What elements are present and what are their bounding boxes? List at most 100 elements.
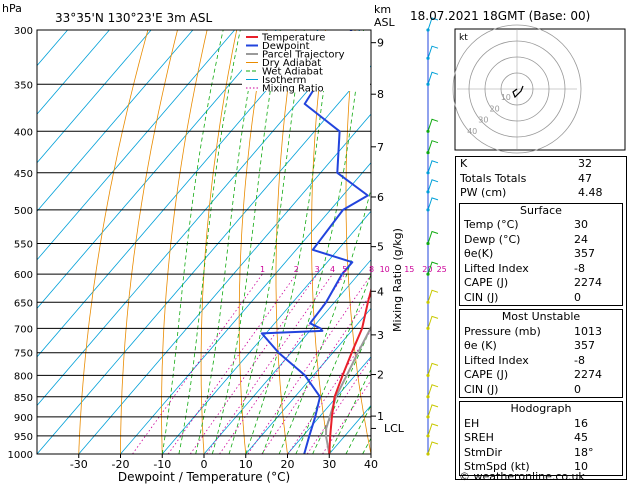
pw-label: PW (cm)	[460, 186, 506, 201]
pressure-tick-label: 350	[14, 80, 33, 91]
surface-li-row: Lifted Index-8	[460, 262, 622, 277]
km-tick-label: 5	[377, 241, 384, 254]
mu-li-row: Lifted Index -8	[460, 354, 622, 369]
surface-theta-value: 357	[574, 247, 618, 262]
mu-pressure-value: 1013	[574, 325, 618, 340]
surface-cin-label: CIN (J)	[464, 291, 498, 306]
wind-barb	[428, 385, 438, 397]
surface-temp-label: Temp (°C)	[464, 218, 519, 233]
km-tick-label: 4	[377, 285, 384, 298]
mu-li-value: -8	[574, 354, 618, 369]
x-tick-label: 40	[364, 458, 378, 471]
pressure-tick-label: 1000	[8, 450, 33, 461]
wind-barb	[428, 232, 438, 244]
dry-adiabat-line	[79, 30, 148, 454]
k-value: 32	[578, 157, 622, 172]
surface-theta-label: θe(K)	[464, 247, 493, 262]
mixing-ratio-label: 15	[404, 265, 414, 274]
mu-cin-row: CIN (J)0	[460, 383, 622, 398]
wind-barb	[428, 424, 438, 436]
surface-temp-value: 30	[574, 218, 618, 233]
mu-theta-row: θe (K) 357	[460, 339, 622, 354]
mixing-ratio-line	[323, 274, 442, 454]
stmdir-value: 18°	[574, 446, 618, 461]
surface-li-value: -8	[574, 262, 618, 277]
mixing-ratio-label: 2	[294, 265, 299, 274]
pressure-tick-label: 700	[14, 324, 33, 335]
location-title: 33°35'N 130°23'E 3m ASL	[55, 11, 212, 25]
mixing-ratio-line	[207, 274, 333, 454]
mu-pressure-row: Pressure (mb) 1013	[460, 325, 622, 340]
pw-row: PW (cm)4.48	[456, 186, 626, 201]
pressure-tick-label: 850	[14, 393, 33, 404]
mixing-ratio-label: 25	[437, 265, 447, 274]
hodograph-kt-label: kt	[459, 33, 468, 43]
km-tick-label: 3	[377, 329, 384, 342]
wet-adiabat-line	[162, 30, 223, 454]
tt-value: 47	[578, 172, 622, 187]
dry-adiabat-line	[412, 30, 455, 454]
surface-temp-row: Temp (°C) 30	[460, 218, 622, 233]
mu-theta-label: θe (K)	[464, 339, 497, 354]
footer-copyright: © weatheronline.co.uk	[459, 470, 585, 483]
surface-cape-row: CAPE (J)2274	[460, 276, 622, 291]
lcl-label: LCL	[384, 422, 405, 435]
wind-barb	[428, 405, 438, 417]
mixing-ratio-label: 4	[330, 265, 335, 274]
wind-barb	[428, 119, 438, 131]
mu-cape-value: 2274	[574, 368, 618, 383]
pressure-tick-label: 450	[14, 169, 33, 180]
mu-cape-row: CAPE (J)2274	[460, 368, 622, 383]
mixing-ratio-label: 10	[380, 265, 390, 274]
legend-label: Mixing Ratio	[262, 84, 324, 95]
surface-dewp-row: Dewp (°C)24	[460, 233, 622, 248]
pressure-tick-label: 300	[14, 26, 33, 37]
isobars	[37, 30, 376, 458]
surface-cin-row: CIN (J)0	[460, 291, 622, 306]
wind-barb	[428, 72, 438, 84]
km-tick-label: 7	[377, 141, 384, 154]
mixing-ratio-label: 5	[342, 265, 347, 274]
surface-cape-label: CAPE (J)	[464, 276, 508, 291]
tt-label: Totals Totals	[460, 172, 526, 187]
isotherm-line	[0, 30, 68, 454]
pressure-tick-label: 950	[14, 432, 33, 443]
wind-barb	[428, 180, 438, 192]
mixing-ratio-axis-label: Mixing Ratio (g/kg)	[391, 228, 404, 332]
dry-adiabat-line	[162, 30, 208, 454]
hpa-label: hPa	[2, 2, 22, 15]
eh-label: EH	[464, 417, 479, 432]
hodograph-ring-label: 30	[478, 116, 488, 125]
x-axis-label: Dewpoint / Temperature (°C)	[118, 470, 290, 484]
km-tick-label: 1	[377, 410, 384, 423]
mixing-ratio-label: 3	[315, 265, 320, 274]
eh-row: EH 16	[460, 417, 622, 432]
wind-barb	[428, 161, 438, 173]
mu-theta-value: 357	[574, 339, 618, 354]
pressure-tick-label: 800	[14, 371, 33, 382]
pressure-tick-label: 550	[14, 240, 33, 251]
pressure-tick-label: 500	[14, 206, 33, 217]
x-tick-label: -30	[70, 458, 88, 471]
hodograph-ring-label: 20	[490, 104, 500, 113]
mu-li-label: Lifted Index	[464, 354, 529, 369]
mu-pressure-label: Pressure (mb)	[464, 325, 541, 340]
wind-barb	[428, 46, 438, 58]
surface-section: Surface Temp (°C) 30 Dewp (°C)24 θe(K) 357…	[459, 203, 623, 307]
sreh-label: SREH	[464, 431, 494, 446]
eh-value: 16	[574, 417, 618, 432]
wind-barb	[428, 198, 438, 210]
isotherm-line	[0, 30, 235, 454]
mu-cin-value: 0	[574, 383, 618, 398]
km-tick-label: 6	[377, 191, 384, 204]
surface-dewp-label: Dewp (°C)	[464, 233, 520, 248]
surface-title: Surface	[460, 204, 622, 219]
surface-theta-row: θe(K) 357	[460, 247, 622, 262]
